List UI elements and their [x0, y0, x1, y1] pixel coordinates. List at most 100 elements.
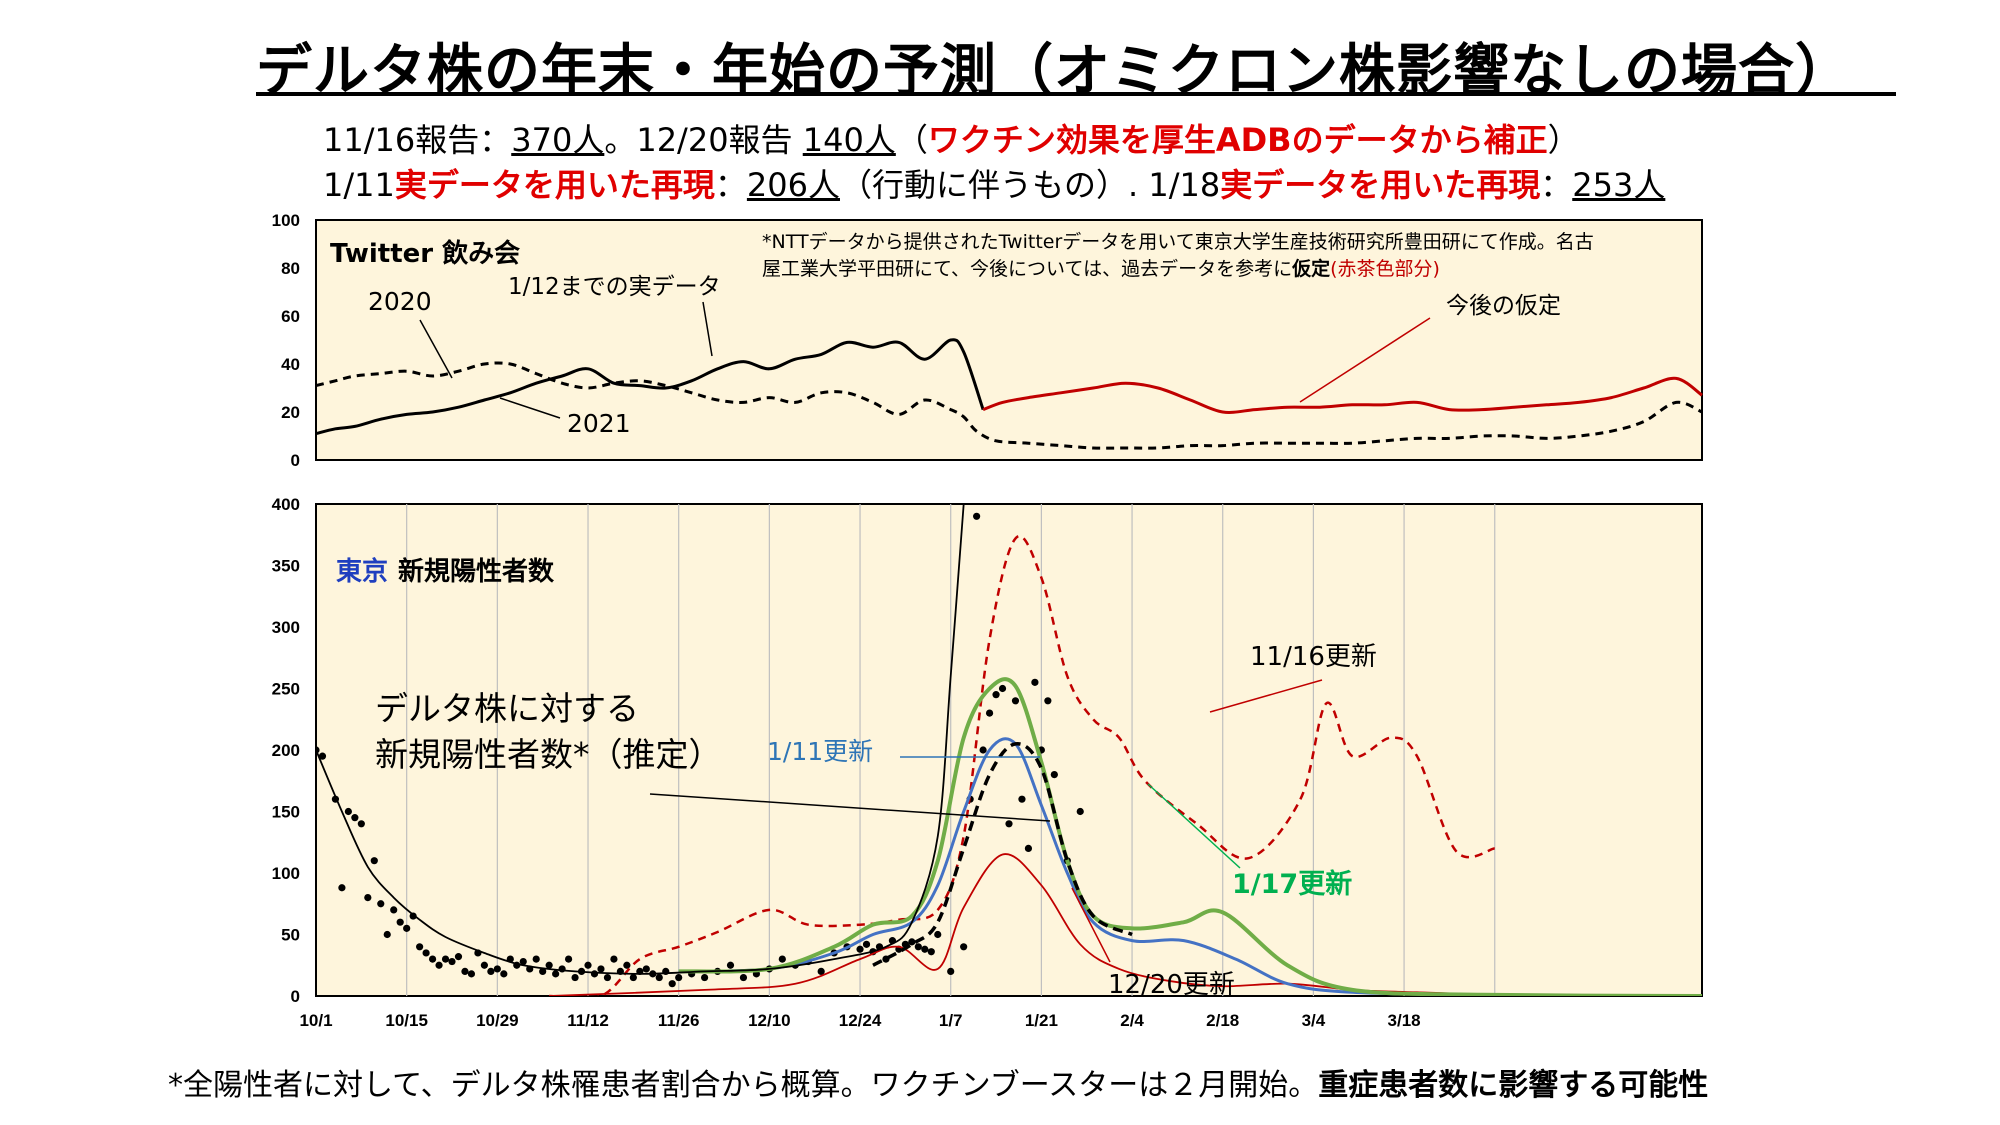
y-tick-label: 150 — [272, 803, 300, 822]
data-point — [532, 955, 540, 963]
data-point — [739, 973, 748, 982]
tokyo-chart-title-text: 新規陽性者数 — [398, 556, 555, 587]
data-point — [422, 949, 430, 957]
x-tick-label: 10/1 — [299, 1011, 332, 1030]
data-point — [817, 967, 825, 976]
summary-highlight: 実データを用いた再現 — [1220, 166, 1541, 204]
data-point — [370, 857, 378, 865]
leader-2020 — [419, 319, 453, 379]
data-point — [921, 945, 929, 953]
twitter-annotation-leaders — [419, 301, 1431, 419]
y-tick-label: 300 — [272, 618, 300, 637]
data-point — [778, 955, 786, 963]
data-point — [1076, 807, 1084, 816]
data-point — [318, 752, 327, 760]
tokyo-chart-y-ticks: 0 50 100 150 200 250 300 350 400 — [272, 495, 300, 1006]
annotation-2021: 2021 — [567, 409, 631, 438]
data-point — [1018, 795, 1026, 803]
data-point — [726, 961, 735, 969]
y-tick-label: 80 — [281, 259, 300, 278]
data-point — [934, 930, 942, 939]
leader-actual — [702, 301, 713, 357]
data-point — [610, 955, 618, 963]
data-point — [642, 965, 650, 973]
x-tick-label: 12/10 — [748, 1011, 791, 1030]
data-point — [623, 961, 631, 969]
series-line-11/16更新 — [549, 535, 1496, 996]
x-tick-label: 1/7 — [939, 1011, 963, 1030]
annotation-1220: 12/20更新 — [1108, 970, 1235, 1000]
twitter-note-line2: 屋工業大学平田研にて、今後については、過去データを参考に — [762, 258, 1292, 280]
data-point — [597, 965, 605, 973]
data-point — [461, 967, 469, 976]
summary-line-1: 11/16報告：370人。12/20報告 140人（ワクチン効果を厚生ADBのデ… — [323, 115, 1580, 161]
data-point — [908, 938, 916, 946]
summary-text: 1/11 — [323, 166, 395, 204]
leader-2021 — [499, 397, 561, 419]
data-point — [448, 957, 456, 966]
annotation-actual: 1/12までの実データ — [508, 274, 721, 300]
data-point — [998, 684, 1007, 693]
x-tick-label: 10/15 — [385, 1011, 428, 1030]
data-point — [357, 820, 365, 828]
annotation-111: 1/11更新 — [767, 737, 873, 766]
data-point — [403, 924, 411, 932]
data-point — [571, 973, 579, 982]
summary-value: 206人 — [746, 166, 840, 204]
y-tick-label: 400 — [272, 495, 300, 514]
tokyo-chart-series — [316, 503, 1702, 996]
leader-1220 — [1071, 887, 1111, 963]
y-tick-label: 50 — [281, 926, 300, 945]
twitter-note-red: (赤茶色部分) — [1330, 258, 1440, 280]
y-tick-label: 200 — [272, 741, 300, 760]
x-tick-label: 2/18 — [1206, 1011, 1239, 1030]
data-point — [454, 953, 463, 961]
summary-text: 11/16報告： — [323, 121, 512, 159]
twitter-chart-y-ticks: 0 20 40 60 80 100 — [272, 211, 300, 470]
data-point — [668, 980, 676, 988]
x-tick-label: 10/29 — [476, 1011, 519, 1030]
data-point — [1005, 820, 1013, 828]
x-tick-label: 11/12 — [567, 1011, 609, 1030]
data-point — [493, 965, 501, 973]
x-tick-label: 3/18 — [1388, 1011, 1421, 1030]
data-point — [552, 970, 560, 978]
data-point — [435, 961, 443, 969]
summary-text: （ — [895, 121, 928, 159]
tokyo-annotation-leaders — [649, 679, 1323, 963]
data-point — [377, 900, 385, 908]
data-point — [1050, 771, 1058, 779]
leader-117 — [1147, 783, 1241, 869]
annotation-delta-2: 新規陽性者数*（推定） — [375, 735, 722, 774]
data-point — [960, 943, 968, 951]
annotation-1116: 11/16更新 — [1250, 642, 1377, 672]
y-tick-label: 20 — [281, 403, 300, 422]
series-line-2020 — [315, 361, 1703, 450]
data-point — [675, 973, 683, 982]
leader-delta — [649, 793, 1051, 822]
summary-value: 253人 — [1572, 166, 1666, 204]
page-title-text: デルタ株の年末・年始の予測（オミクロン株影響なしの場合） — [256, 39, 1852, 104]
summary-highlight: ワクチン効果を厚生ADBのデータから補正 — [927, 121, 1548, 159]
footnote-bold: 重症患者数に影響する可能性 — [1318, 1068, 1709, 1103]
y-tick-label: 0 — [291, 987, 300, 1006]
data-point — [428, 955, 437, 963]
x-tick-label: 12/24 — [839, 1011, 882, 1030]
summary-text: ） — [1547, 121, 1580, 159]
summary-value: 370人 — [511, 121, 605, 159]
annotation-delta: デルタ株に対する — [375, 689, 639, 728]
tokyo-chart-frame — [315, 503, 1703, 997]
summary-value: 140人 — [802, 121, 896, 159]
data-point — [390, 906, 398, 914]
footnote-text: *全陽性者に対して、デルタ株罹患者割合から概算。ワクチンブースターは２月開始。 — [168, 1068, 1319, 1103]
summary-line-2: 1/11実データを用いた再現：206人（行動に伴うもの）. 1/18実データを用… — [323, 160, 1665, 206]
data-point — [856, 945, 864, 953]
summary-highlight: 実データを用いた再現 — [394, 166, 715, 204]
data-point — [539, 967, 547, 976]
x-tick-label: 3/4 — [1302, 1011, 1326, 1030]
y-tick-label: 0 — [291, 451, 300, 470]
data-point — [603, 973, 612, 982]
tokyo-chart-title: 東京 新規陽性者数 — [336, 556, 555, 587]
data-point — [973, 512, 981, 520]
y-tick-label: 250 — [272, 680, 300, 699]
